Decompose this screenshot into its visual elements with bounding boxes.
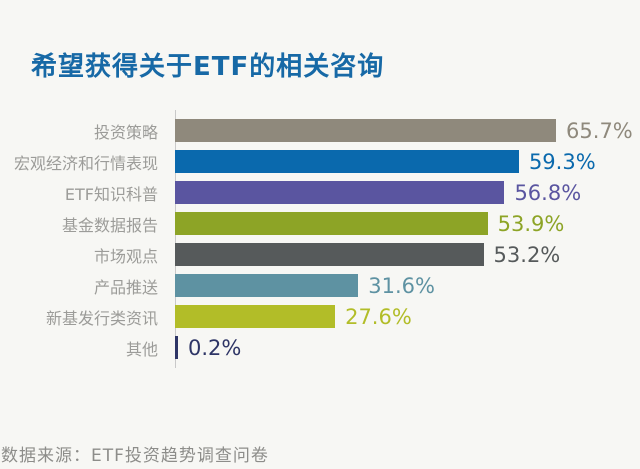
bar-track: 53.2% xyxy=(166,239,639,270)
value-label: 53.2% xyxy=(493,242,561,267)
category-label: 新基发行类资讯 xyxy=(45,308,158,328)
bar-track: 0.2% xyxy=(166,332,639,363)
bar-track: 27.6% xyxy=(166,301,639,332)
value-label: 59.3% xyxy=(528,149,596,174)
value-label: 0.2% xyxy=(188,335,242,360)
value-label: 56.8% xyxy=(514,180,582,205)
chart-row: 市场观点 53.2% xyxy=(0,239,640,270)
bar-track: 56.8% xyxy=(166,177,639,208)
bar xyxy=(175,181,505,204)
bar xyxy=(175,119,557,142)
bar xyxy=(175,243,484,266)
bar-track: 53.9% xyxy=(166,208,639,239)
chart-row: 产品推送 31.6% xyxy=(0,270,640,301)
category-label: 宏观经济和行情表现 xyxy=(13,153,158,173)
chart-row: 基金数据报告 53.9% xyxy=(0,208,640,239)
category-label: 投资策略 xyxy=(93,122,158,142)
category-label: 市场观点 xyxy=(93,246,158,266)
page-title: 希望获得关于ETF的相关咨询 xyxy=(31,52,385,82)
value-label: 65.7% xyxy=(566,118,633,143)
category-label: 基金数据报告 xyxy=(61,215,158,235)
y-axis-line xyxy=(175,110,176,368)
value-label: 53.9% xyxy=(497,211,565,236)
chart-row: 投资策略 65.7% xyxy=(0,115,640,146)
bar xyxy=(175,212,488,235)
category-label: 其他 xyxy=(125,339,158,359)
category-label: 产品推送 xyxy=(93,277,158,297)
bar xyxy=(175,274,359,297)
bar xyxy=(175,336,178,359)
category-label: ETF知识科普 xyxy=(64,184,158,204)
value-label: 27.6% xyxy=(345,304,412,329)
bar-chart: 投资策略 65.7% 宏观经济和行情表现 59.3% ETF知识科普 56.8% 基金数据报… xyxy=(0,110,640,368)
bar-track: 31.6% xyxy=(166,270,639,301)
chart-row: 其他 0.2% xyxy=(0,332,640,363)
bar-track: 65.7% xyxy=(166,115,639,146)
chart-row: ETF知识科普 56.8% xyxy=(0,177,640,208)
value-label: 31.6% xyxy=(368,273,435,298)
source-note: 数据来源：ETF投资趋势调查问卷 xyxy=(1,446,269,466)
bar-track: 59.3% xyxy=(166,146,639,177)
bar xyxy=(175,150,519,173)
chart-row: 宏观经济和行情表现 59.3% xyxy=(0,146,640,177)
bar xyxy=(175,305,336,328)
chart-row: 新基发行类资讯 27.6% xyxy=(0,301,640,332)
